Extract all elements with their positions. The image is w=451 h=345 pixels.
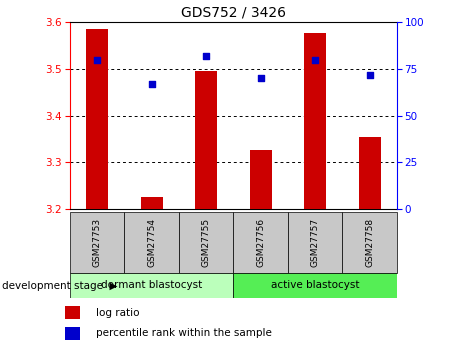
Point — [148, 81, 155, 87]
Bar — [65, 306, 80, 319]
Bar — [250, 150, 272, 209]
Point — [257, 76, 264, 81]
Text: dormant blastocyst: dormant blastocyst — [101, 280, 202, 290]
Text: log ratio: log ratio — [96, 308, 139, 318]
FancyBboxPatch shape — [179, 212, 234, 273]
Point — [366, 72, 373, 77]
Point — [93, 57, 101, 62]
Point — [202, 53, 210, 59]
Bar — [359, 137, 381, 209]
Text: percentile rank within the sample: percentile rank within the sample — [96, 328, 272, 338]
FancyBboxPatch shape — [342, 212, 397, 273]
FancyBboxPatch shape — [288, 212, 342, 273]
Bar — [86, 29, 108, 209]
Point — [312, 57, 319, 62]
Bar — [141, 197, 162, 209]
FancyBboxPatch shape — [70, 212, 124, 273]
FancyBboxPatch shape — [70, 273, 234, 298]
Text: GSM27758: GSM27758 — [365, 218, 374, 267]
FancyBboxPatch shape — [234, 212, 288, 273]
Bar — [304, 33, 326, 209]
Title: GDS752 / 3426: GDS752 / 3426 — [181, 6, 286, 20]
FancyBboxPatch shape — [124, 212, 179, 273]
Text: GSM27757: GSM27757 — [311, 218, 320, 267]
Text: GSM27756: GSM27756 — [256, 218, 265, 267]
Text: GSM27754: GSM27754 — [147, 218, 156, 267]
Text: active blastocyst: active blastocyst — [271, 280, 359, 290]
Bar — [195, 71, 217, 209]
Text: development stage  ▶: development stage ▶ — [2, 281, 118, 290]
FancyBboxPatch shape — [234, 273, 397, 298]
Text: GSM27755: GSM27755 — [202, 218, 211, 267]
Bar — [65, 327, 80, 339]
Text: GSM27753: GSM27753 — [92, 218, 101, 267]
